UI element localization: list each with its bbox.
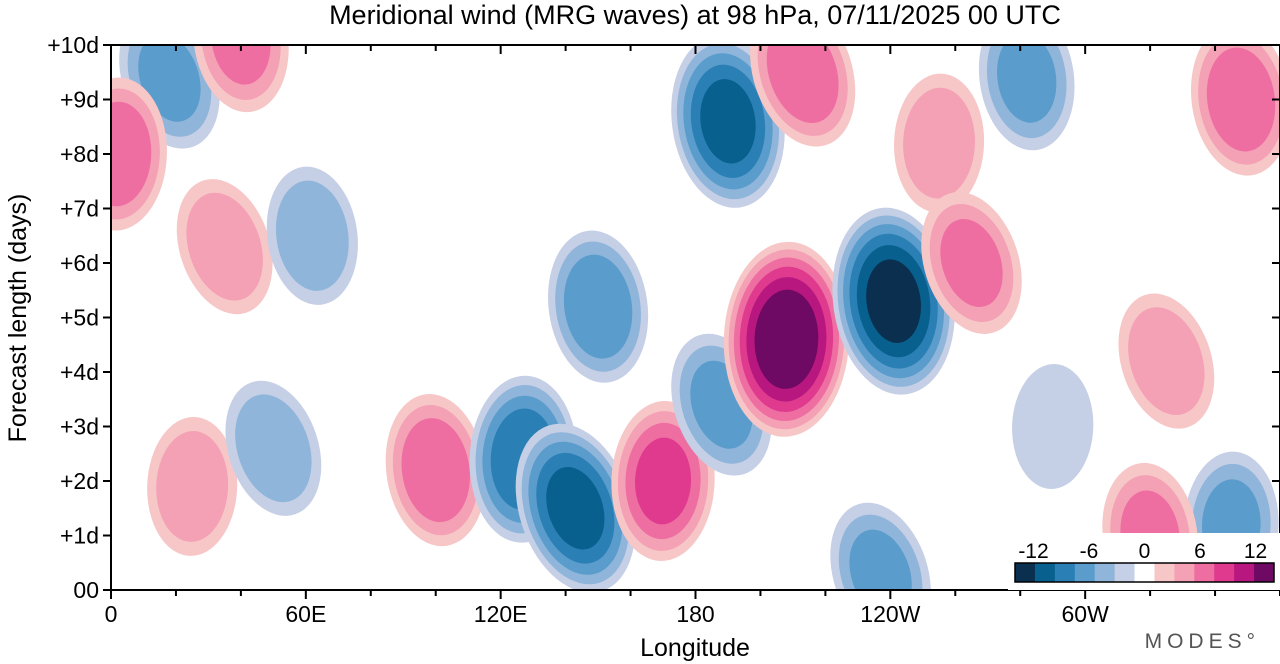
colorbar-label: -12: [1018, 540, 1048, 563]
contour-band: [754, 289, 819, 389]
contour-band: [211, 45, 271, 85]
wind-anomaly-southerly: [750, 45, 856, 147]
contour-band: [563, 254, 633, 359]
contour-band: [1128, 307, 1205, 415]
contour-band: [156, 431, 229, 542]
contour-band: [401, 418, 470, 523]
contour-band: [111, 101, 152, 207]
wind-anomaly-northerly: [548, 230, 649, 383]
contour-band: [235, 394, 312, 503]
colorbar-label: 0: [1139, 540, 1151, 563]
wind-anomaly-southerly: [111, 77, 167, 231]
wind-anomaly-southerly: [176, 179, 273, 315]
y-tick-label: +3d: [60, 414, 99, 440]
colorbar-swatch: [1074, 563, 1096, 582]
colorbar-swatch: [1054, 563, 1076, 582]
wind-anomaly-southerly: [1190, 45, 1280, 176]
contour-band: [849, 529, 912, 590]
colorbar-swatch: [1214, 563, 1235, 582]
wind-anomaly-southerly: [723, 241, 850, 437]
y-tick-label: +6d: [60, 250, 99, 276]
contour-band: [766, 45, 839, 124]
contour-band: [940, 219, 1003, 307]
contour-band: [866, 259, 921, 343]
wind-anomaly-southerly: [1118, 293, 1215, 429]
colorbar-swatch: [1015, 563, 1036, 582]
colorbar-swatch: [1034, 563, 1056, 582]
y-axis: 00 +1d +2d +3d +4d +5d +6d +7d +8d +9d +10d: [47, 32, 1280, 603]
contour-band: [275, 180, 349, 291]
y-tick-label: +7d: [60, 196, 99, 222]
contour-band: [635, 437, 692, 525]
wind-anomaly-southerly: [921, 192, 1022, 334]
wind-anomaly-southerly: [147, 416, 238, 556]
x-tick-label: 60E: [285, 601, 326, 627]
contour-band: [1012, 364, 1094, 489]
colorbar-swatch: [1154, 563, 1175, 582]
wind-anomaly-southerly: [894, 73, 985, 213]
y-tick-label: +1d: [60, 523, 99, 549]
x-tick-label: 0: [105, 601, 118, 627]
contour-band: [138, 45, 201, 122]
colorbar-swatch: [1134, 563, 1155, 582]
contour-band: [700, 79, 756, 164]
contour-band: [903, 87, 975, 199]
y-tick-label: +8d: [60, 141, 99, 167]
contour-band: [186, 192, 263, 301]
wind-anomaly-northerly: [1012, 364, 1094, 489]
colorbar-label: 12: [1244, 540, 1267, 563]
wind-anomaly-northerly: [225, 380, 322, 516]
colorbar-swatch: [1174, 563, 1195, 582]
colorbar-swatch: [1254, 563, 1275, 582]
wind-anomaly-southerly: [611, 401, 715, 561]
x-axis-label: Longitude: [640, 634, 750, 662]
contour-band: [546, 467, 605, 550]
colorbar-swatch: [1194, 563, 1215, 582]
y-tick-label: +10d: [47, 32, 99, 58]
x-axis: 0 60E 120E 180 120W 60W: [105, 45, 1280, 627]
modes-brand-logo: MODES°: [1144, 630, 1260, 653]
x-tick-label: 120W: [860, 601, 920, 627]
x-tick-label: 180: [676, 601, 714, 627]
wind-anomaly-northerly: [515, 423, 636, 590]
wind-anomaly-northerly: [830, 502, 931, 590]
y-tick-label: +4d: [60, 359, 99, 385]
y-tick-label: +5d: [60, 305, 99, 331]
colorbar-swatch: [1094, 563, 1116, 582]
wind-anomaly-southerly: [385, 394, 486, 547]
colorbar-swatch: [1234, 563, 1255, 582]
wind-anomaly-southerly: [193, 45, 289, 113]
colorbar-legend: -12 -6 0 6 12: [1008, 533, 1280, 590]
colorbar-swatch: [1114, 563, 1136, 582]
x-tick-label: 120E: [474, 601, 528, 627]
wind-anomaly-northerly: [978, 45, 1075, 151]
wind-anomaly-northerly: [266, 166, 358, 305]
y-tick-label: 00: [73, 577, 99, 603]
colorbar-frame: [1014, 562, 1275, 583]
y-axis-label: Forecast length (days): [4, 194, 32, 443]
x-tick-label: 60W: [1062, 601, 1110, 627]
colorbar-label: 6: [1194, 540, 1206, 563]
colorbar-label: -6: [1080, 540, 1099, 563]
contour-band: [1206, 47, 1276, 152]
y-tick-label: +9d: [60, 87, 99, 113]
chart-title: Meridional wind (MRG waves) at 98 hPa, 0…: [329, 0, 1061, 30]
y-tick-label: +2d: [60, 468, 99, 494]
contour-band: [997, 45, 1057, 123]
